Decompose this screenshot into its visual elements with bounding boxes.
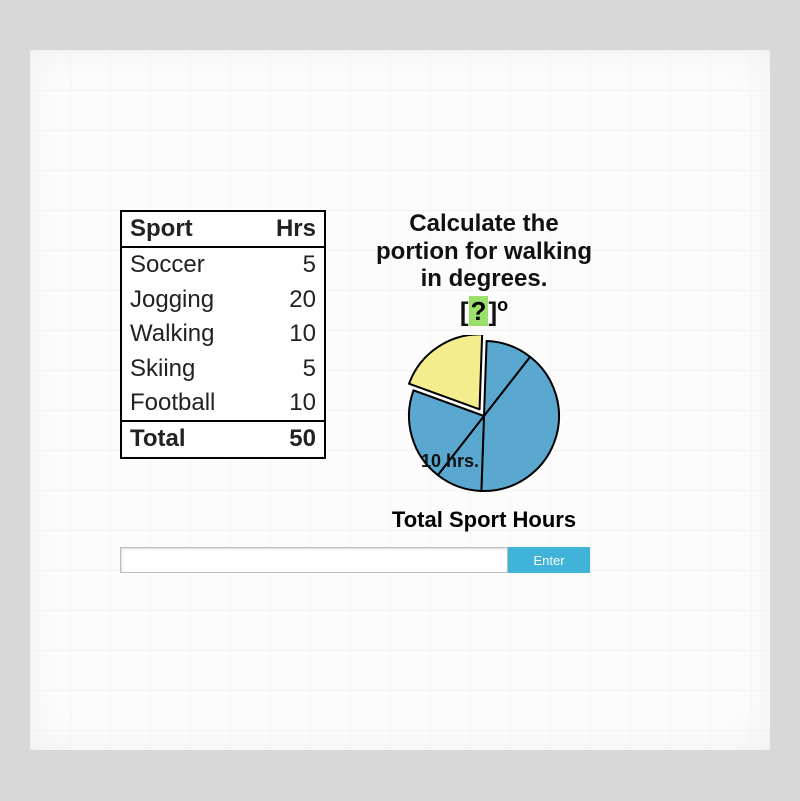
cell-sport: Football [121, 386, 258, 421]
table-total-row: Total 50 [121, 421, 325, 457]
cell-hrs: 10 [258, 386, 325, 421]
prompt-line-2: portion for walking [376, 238, 592, 265]
cell-sport: Jogging [121, 283, 258, 317]
walking-slice-label: 10 hrs. [421, 451, 479, 472]
table-row: Skiing 5 [121, 352, 325, 386]
question-prompt: Calculate the portion for walking in deg… [344, 210, 624, 293]
table-row: Football 10 [121, 386, 325, 421]
cell-hrs: 20 [258, 283, 325, 317]
cell-hrs: 5 [258, 247, 325, 282]
cell-total-label: Total [121, 421, 258, 457]
worksheet-frame: Sport Hrs Soccer 5 Jogging 20 Walking 10… [30, 50, 770, 750]
pie-chart-title: Total Sport Hours [344, 507, 624, 533]
answer-placeholder: [?]o [344, 295, 624, 328]
enter-button[interactable]: Enter [508, 547, 590, 573]
pie-chart [399, 335, 569, 505]
cell-total-hrs: 50 [258, 421, 325, 457]
pie-chart-container: 10 hrs. [399, 335, 569, 505]
table-row: Soccer 5 [121, 247, 325, 282]
table-row: Jogging 20 [121, 283, 325, 317]
bracket-right: ] [488, 296, 497, 326]
cell-sport: Walking [121, 317, 258, 351]
table-row: Walking 10 [121, 317, 325, 351]
degree-symbol: o [497, 295, 508, 315]
col-header-sport: Sport [121, 211, 258, 247]
cell-sport: Skiing [121, 352, 258, 386]
bracket-left: [ [460, 296, 469, 326]
prompt-line-3: in degrees. [421, 265, 548, 292]
table-header-row: Sport Hrs [121, 211, 325, 247]
question-mark: ? [469, 296, 489, 326]
question-panel: Calculate the portion for walking in deg… [344, 210, 624, 533]
content-area: Sport Hrs Soccer 5 Jogging 20 Walking 10… [120, 210, 680, 573]
prompt-line-1: Calculate the [409, 210, 558, 237]
cell-hrs: 10 [258, 317, 325, 351]
cell-sport: Soccer [121, 247, 258, 282]
sport-hours-table: Sport Hrs Soccer 5 Jogging 20 Walking 10… [120, 210, 326, 459]
cell-hrs: 5 [258, 352, 325, 386]
col-header-hrs: Hrs [258, 211, 325, 247]
answer-input-row: Enter [120, 547, 590, 573]
answer-input[interactable] [120, 547, 508, 573]
